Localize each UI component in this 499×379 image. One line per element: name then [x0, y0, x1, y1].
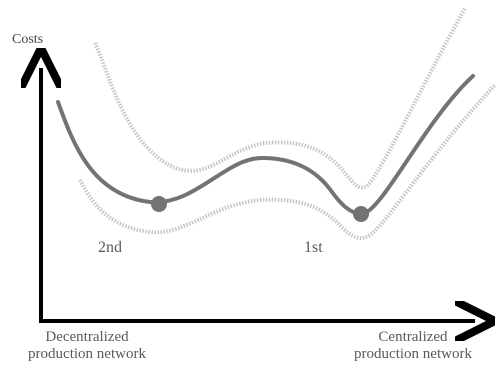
x-axis-right-label: Centralized production network [329, 329, 497, 363]
first-optimum-label: 1st [304, 239, 323, 256]
main-cost-curve [56, 74, 475, 217]
lower-band-curve [78, 83, 497, 240]
second-optimum-label: 2nd [98, 239, 122, 256]
y-axis-label: Costs [12, 32, 44, 47]
right-label-line-2: production network [354, 346, 472, 362]
left-label-line-2: production network [28, 346, 146, 362]
second-optimum-point [151, 196, 167, 212]
first-optimum-point [353, 206, 369, 222]
x-axis-left-label: Decentralized production network [4, 329, 170, 363]
right-label-line-1: Centralized [378, 329, 448, 345]
left-label-line-1: Decentralized [45, 329, 129, 345]
upper-band-curve [93, 7, 467, 190]
